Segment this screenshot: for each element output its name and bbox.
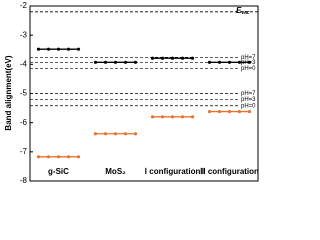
band-dot bbox=[56, 47, 61, 51]
band-dot bbox=[247, 109, 252, 114]
band-dot bbox=[113, 60, 118, 64]
band-dot bbox=[36, 155, 41, 159]
band-dot bbox=[160, 56, 165, 60]
band-dot bbox=[133, 132, 138, 136]
plot-frame bbox=[29, 5, 259, 182]
band-dot bbox=[113, 132, 118, 136]
chart: Band alignment(eV) -2 -3 -4 -5 -6 -7 -8 Evac pH=… bbox=[4, 1, 259, 185]
band-dot bbox=[180, 115, 185, 119]
vacuum-label: Evac bbox=[236, 6, 250, 16]
y-tick-label: -8 bbox=[20, 176, 28, 185]
band-dot bbox=[76, 155, 81, 159]
band-dot bbox=[180, 56, 185, 60]
vacuum-label-main: E bbox=[236, 6, 242, 15]
band-dot bbox=[207, 109, 212, 114]
category-label: Ⅰ configuration bbox=[145, 167, 201, 176]
band-dot bbox=[170, 56, 175, 60]
band-dot bbox=[46, 155, 51, 159]
band-dot bbox=[227, 109, 232, 114]
band-dot bbox=[66, 47, 71, 51]
y-tick-label: -6 bbox=[20, 118, 28, 127]
ph-label: pH=0 bbox=[241, 103, 256, 109]
band-dot bbox=[66, 155, 71, 159]
band-dot bbox=[36, 47, 41, 51]
band-dot bbox=[217, 60, 222, 64]
ph-label: pH=3 bbox=[241, 97, 256, 103]
band-dot bbox=[207, 60, 212, 64]
y-axis-label: Band alignment(eV) bbox=[4, 55, 13, 130]
band-dot bbox=[150, 56, 155, 60]
ph-label: pH=0 bbox=[241, 66, 256, 72]
band-dot bbox=[190, 115, 195, 119]
ph-label: pH=7 bbox=[241, 55, 256, 61]
y-tick-label: -4 bbox=[20, 59, 28, 68]
y-tick-label: -5 bbox=[20, 89, 28, 98]
y-tick-label: -3 bbox=[20, 30, 28, 39]
band-dot bbox=[123, 60, 128, 64]
band-dot bbox=[56, 155, 61, 159]
band-dot bbox=[133, 60, 138, 64]
category-label: g-SiC bbox=[48, 167, 69, 176]
y-tick-label: -2 bbox=[20, 1, 28, 10]
ph-label: pH=7 bbox=[241, 91, 256, 97]
band-dot bbox=[76, 47, 81, 51]
band-dot bbox=[227, 60, 232, 64]
band-dot bbox=[103, 60, 108, 64]
band-dot bbox=[150, 115, 155, 119]
category-label: Ⅲ configuration bbox=[200, 167, 259, 176]
vacuum-label-sub: vac bbox=[241, 10, 250, 16]
band-dot bbox=[46, 47, 51, 51]
band-dot bbox=[123, 132, 128, 136]
band-dot bbox=[237, 60, 242, 64]
y-tick-label: -7 bbox=[20, 147, 28, 156]
band-dot bbox=[247, 60, 252, 64]
band-dot bbox=[217, 109, 222, 114]
band-dot bbox=[160, 115, 165, 119]
band-dot bbox=[237, 109, 242, 114]
band-dot bbox=[93, 60, 98, 64]
band-dot bbox=[170, 115, 175, 119]
category-label: MoS₂ bbox=[105, 167, 126, 176]
band-dot bbox=[93, 132, 98, 136]
band-dot bbox=[190, 56, 195, 60]
band-dot bbox=[103, 132, 108, 136]
